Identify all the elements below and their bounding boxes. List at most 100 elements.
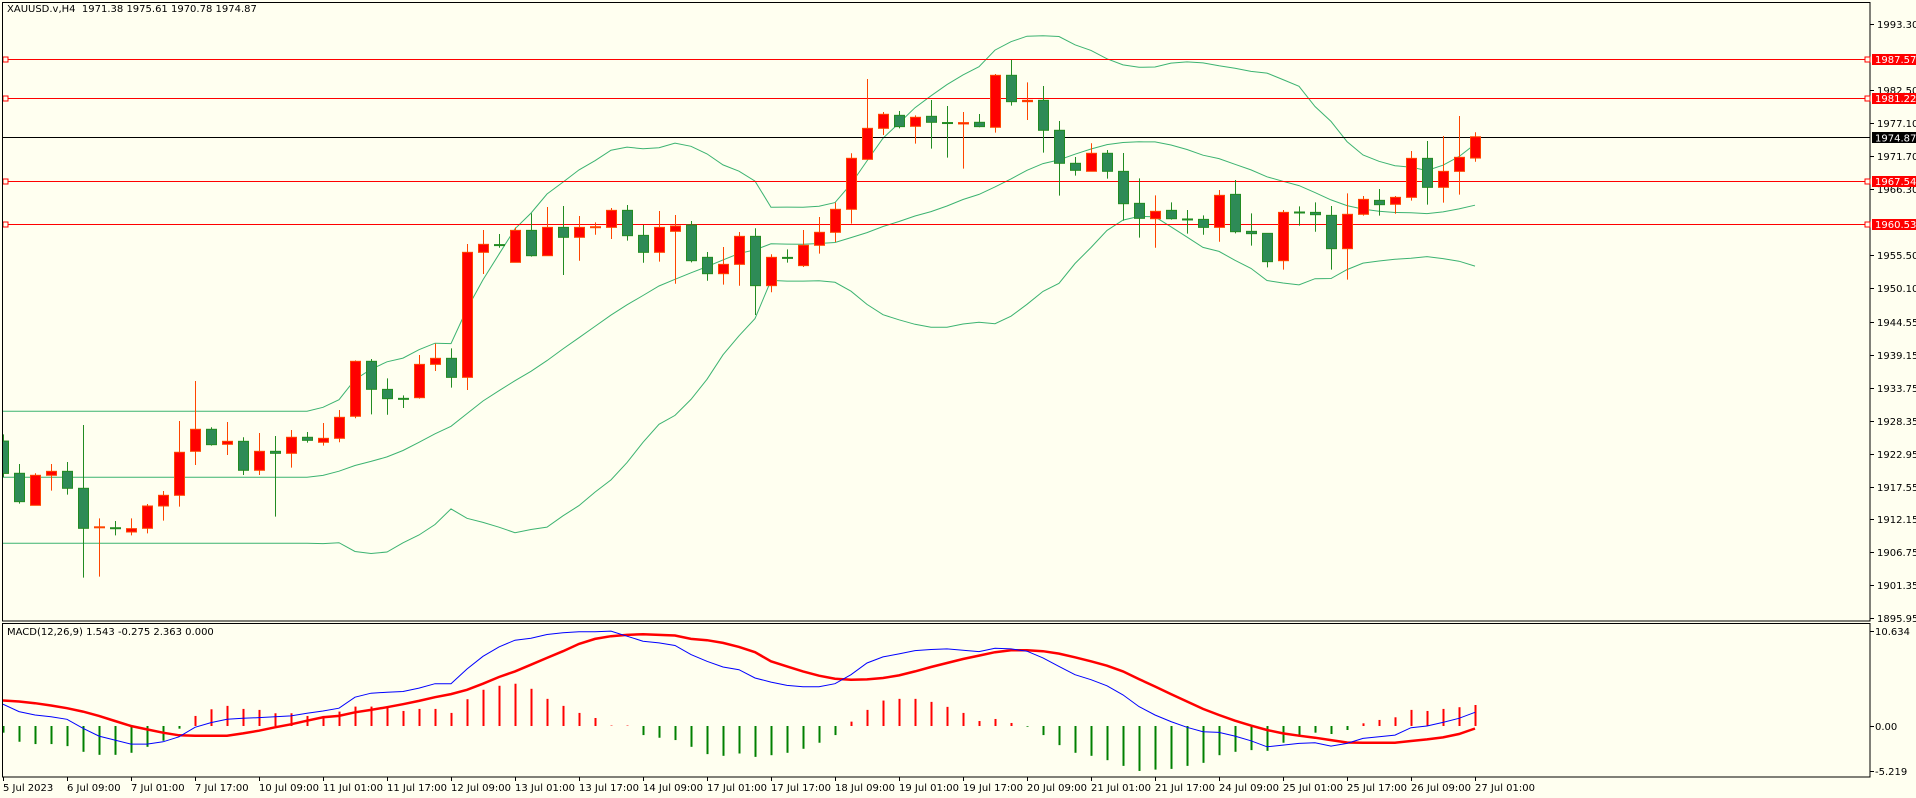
candle[interactable]: [158, 490, 169, 521]
candle[interactable]: [270, 436, 281, 517]
candle[interactable]: [1022, 82, 1033, 120]
candle[interactable]: [174, 420, 185, 507]
candle[interactable]: [350, 360, 361, 419]
candle[interactable]: [206, 427, 217, 446]
candle[interactable]: [670, 214, 681, 284]
candle[interactable]: [334, 409, 345, 443]
candle[interactable]: [1438, 136, 1449, 203]
candle[interactable]: [510, 227, 521, 263]
candle[interactable]: [766, 254, 777, 293]
candle[interactable]: [1054, 120, 1065, 196]
candle[interactable]: [126, 518, 137, 536]
candle[interactable]: [14, 464, 25, 504]
level-handle-left[interactable]: [3, 56, 9, 63]
candle[interactable]: [254, 432, 265, 475]
candle[interactable]: [734, 232, 745, 286]
candle[interactable]: [1278, 210, 1289, 270]
candle[interactable]: [190, 380, 201, 465]
candle[interactable]: [1374, 188, 1385, 216]
candle[interactable]: [382, 378, 393, 415]
candle[interactable]: [590, 222, 601, 235]
level-handle-left[interactable]: [3, 221, 9, 228]
candle[interactable]: [302, 431, 313, 443]
candle[interactable]: [1422, 141, 1433, 205]
candle[interactable]: [622, 205, 633, 241]
candle[interactable]: [1038, 85, 1049, 153]
level-handle-right[interactable]: [1864, 95, 1871, 102]
level-handle-right[interactable]: [1864, 56, 1871, 63]
candle[interactable]: [78, 424, 89, 578]
candle[interactable]: [1262, 232, 1273, 268]
candle[interactable]: [1454, 116, 1465, 195]
candle[interactable]: [1358, 196, 1369, 216]
level-handle-right[interactable]: [1864, 221, 1871, 228]
candle[interactable]: [846, 153, 857, 224]
candle[interactable]: [654, 211, 665, 262]
candle[interactable]: [494, 234, 505, 248]
candle[interactable]: [110, 521, 121, 536]
candle[interactable]: [30, 473, 41, 506]
candle[interactable]: [1166, 202, 1177, 220]
candle[interactable]: [1470, 132, 1481, 162]
candle[interactable]: [318, 422, 329, 446]
candle[interactable]: [526, 213, 537, 257]
candle[interactable]: [142, 503, 153, 534]
macd-pane[interactable]: [2, 623, 1871, 778]
candle[interactable]: [478, 229, 489, 274]
candle[interactable]: [574, 216, 585, 261]
candle[interactable]: [558, 206, 569, 276]
candle[interactable]: [1310, 202, 1321, 232]
candle[interactable]: [1198, 215, 1209, 235]
candle[interactable]: [1102, 150, 1113, 179]
candle[interactable]: [894, 110, 905, 129]
candle[interactable]: [0, 434, 9, 478]
candle[interactable]: [1086, 143, 1097, 172]
candle[interactable]: [398, 395, 409, 408]
candle[interactable]: [990, 73, 1001, 133]
candle[interactable]: [1118, 152, 1129, 221]
candle[interactable]: [62, 461, 73, 495]
candle[interactable]: [1182, 210, 1193, 234]
candle[interactable]: [686, 221, 697, 263]
candle[interactable]: [974, 113, 985, 128]
candle[interactable]: [1134, 178, 1145, 238]
candle[interactable]: [830, 202, 841, 242]
candle[interactable]: [878, 111, 889, 135]
main-pane[interactable]: [2, 2, 1871, 622]
candle[interactable]: [798, 229, 809, 267]
candle[interactable]: [1342, 193, 1353, 280]
candle[interactable]: [366, 358, 377, 415]
candle[interactable]: [94, 518, 105, 577]
candle[interactable]: [430, 343, 441, 372]
candle[interactable]: [1006, 59, 1017, 106]
candle[interactable]: [46, 464, 57, 491]
candle[interactable]: [1070, 156, 1081, 176]
candle[interactable]: [814, 217, 825, 254]
candle[interactable]: [702, 252, 713, 281]
candle[interactable]: [862, 78, 873, 161]
candle[interactable]: [1326, 206, 1337, 270]
candle[interactable]: [1390, 196, 1401, 214]
candle[interactable]: [286, 429, 297, 468]
candle[interactable]: [750, 228, 761, 315]
candle[interactable]: [1294, 206, 1305, 226]
level-handle-left[interactable]: [3, 178, 9, 185]
level-handle-left[interactable]: [3, 95, 9, 102]
candle[interactable]: [446, 348, 457, 388]
candle[interactable]: [926, 99, 937, 149]
candle[interactable]: [542, 206, 553, 257]
candle[interactable]: [222, 421, 233, 455]
candle[interactable]: [942, 106, 953, 158]
candle[interactable]: [462, 244, 473, 390]
candle[interactable]: [1150, 195, 1161, 248]
candle[interactable]: [606, 208, 617, 240]
candle[interactable]: [910, 115, 921, 144]
candle[interactable]: [414, 355, 425, 399]
candle[interactable]: [782, 249, 793, 263]
candle[interactable]: [1230, 180, 1241, 234]
candle[interactable]: [638, 224, 649, 263]
candle[interactable]: [1214, 190, 1225, 242]
candle[interactable]: [1246, 213, 1257, 246]
candle[interactable]: [1406, 151, 1417, 201]
candle[interactable]: [958, 111, 969, 169]
